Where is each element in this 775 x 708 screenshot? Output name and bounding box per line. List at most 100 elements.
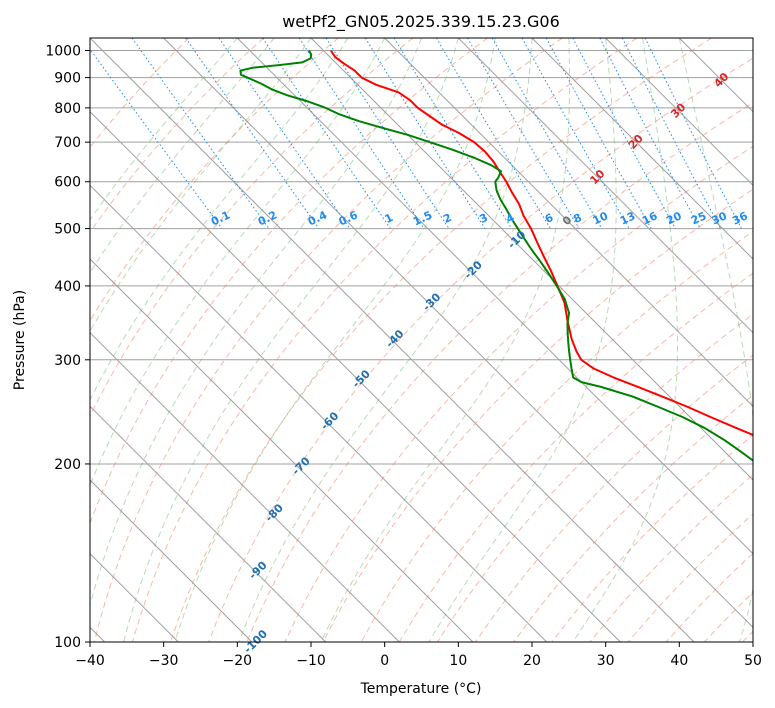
moist-adiabat (678, 38, 753, 642)
moist-adiabat (90, 38, 275, 274)
moist-adiabat (90, 38, 238, 221)
y-tick-label: 100 (54, 635, 81, 651)
dry-adiabat (90, 38, 414, 418)
dry-adiabat (665, 552, 753, 642)
isotherm (236, 38, 753, 555)
y-tick-label: 500 (54, 222, 81, 238)
mixing-ratio-line (90, 48, 223, 229)
dry-adiabat (170, 38, 713, 642)
isotherm-label: -40 (383, 327, 406, 350)
isotherm (90, 331, 400, 642)
isotherm-label: -50 (350, 367, 373, 390)
mixing-ratio-line (262, 38, 391, 229)
x-axis: −40 −30 −20 −10 0 10 20 30 40 50 (75, 642, 762, 669)
isotherm (90, 184, 548, 642)
dry-adiabat (703, 591, 753, 642)
mixing-ratio-label: 36 (730, 209, 750, 227)
x-tick-label: 10 (449, 653, 467, 669)
mixing-ratio-label: 20 (664, 209, 684, 227)
dry-adiabat (589, 474, 753, 642)
mixing-ratio-line (467, 38, 580, 229)
mixing-ratio-line (644, 38, 742, 229)
mixing-ratio-label: 25 (689, 209, 708, 227)
isotherm (90, 38, 695, 642)
moist-adiabats (90, 38, 753, 642)
dry-adiabat (90, 38, 339, 322)
grid (90, 38, 753, 642)
moist-adiabat (90, 38, 349, 402)
mixing-ratio-label: 2 (441, 211, 453, 226)
mixing-ratio-label: 30 (710, 209, 730, 227)
isotherm (457, 38, 753, 334)
isotherm (90, 479, 253, 642)
isotherm (605, 38, 753, 187)
y-tick-label: 200 (54, 457, 81, 473)
y-tick-label: 400 (54, 279, 81, 295)
mixing-ratio-label: 0.4 (306, 208, 329, 228)
x-tick-label: −10 (296, 653, 326, 669)
dry-adiabat (284, 145, 753, 642)
mixing-ratio-label: 16 (640, 209, 660, 227)
mixing-ratio-line (298, 38, 425, 229)
dry-adiabat (93, 38, 563, 642)
mixing-ratio-label: 6 (543, 211, 556, 226)
mixing-ratio-line (599, 38, 701, 229)
moist-adiabat (572, 38, 679, 642)
dry-adiabat (551, 434, 753, 642)
dry-adiabats (90, 38, 753, 642)
x-tick-label: 40 (670, 653, 688, 669)
dry-adiabat (131, 38, 638, 642)
moist-adiabat (90, 38, 422, 608)
mixing-ratio-line (325, 38, 450, 229)
mixing-ratio-line (521, 38, 630, 229)
y-tick-label: 300 (54, 353, 81, 369)
x-tick-label: −30 (149, 653, 179, 669)
dry-adiabat (322, 188, 753, 642)
isotherm (531, 38, 753, 260)
mixing-ratio-label: 1.5 (411, 208, 434, 228)
mixing-ratio-line (545, 38, 652, 229)
isotherm-label: -80 (263, 501, 286, 524)
mixing-ratio-line (393, 38, 513, 229)
mixing-ratio-line (621, 38, 722, 229)
x-tick-label: −40 (75, 653, 105, 669)
y-tick-label: 1000 (45, 44, 81, 60)
mixing-ratio-label: 0.6 (337, 208, 360, 228)
mixing-ratio-line (435, 38, 552, 229)
dry-adiabat (742, 630, 753, 642)
dry-adiabat (437, 313, 753, 642)
plot-frame (89, 37, 754, 643)
isotherm-label: -30 (420, 290, 443, 313)
dewpoint-profile (239, 50, 753, 462)
y-tick-label: 900 (54, 71, 81, 87)
mixing-ratio-label: 3 (477, 211, 489, 226)
isotherm (90, 110, 621, 642)
y-tick-label: 700 (54, 135, 81, 151)
moist-adiabat (320, 38, 571, 642)
moist-adiabat (428, 38, 617, 642)
isotherm (384, 38, 753, 408)
dry-adiabat (513, 394, 753, 642)
isotherm (752, 38, 753, 39)
dry-adiabat (90, 38, 264, 234)
isotherm-label: -10 (505, 228, 528, 251)
isotherm (163, 38, 753, 629)
x-tick-label: 30 (597, 653, 615, 669)
mixing-ratio-lines (90, 38, 742, 229)
dry-adiabat (90, 38, 190, 149)
x-axis-title: Temperature (°C) (360, 681, 482, 697)
isotherm (678, 38, 753, 113)
x-tick-label: −20 (223, 653, 253, 669)
y-axis: 1000 900 800 700 600 500 400 300 200 100 (45, 44, 90, 651)
isotherm (310, 38, 753, 481)
moist-adiabat (123, 38, 459, 642)
mixing-ratio-line (572, 38, 676, 229)
dry-adiabat (475, 354, 753, 642)
mixing-ratio-label: 0.2 (256, 208, 279, 228)
mixing-ratio-label: 10 (591, 209, 611, 227)
mixing-ratio-line (364, 38, 486, 229)
mixing-ratio-label: 13 (618, 209, 637, 227)
y-tick-label: 800 (54, 101, 81, 117)
isotherm-label: -70 (290, 454, 313, 477)
